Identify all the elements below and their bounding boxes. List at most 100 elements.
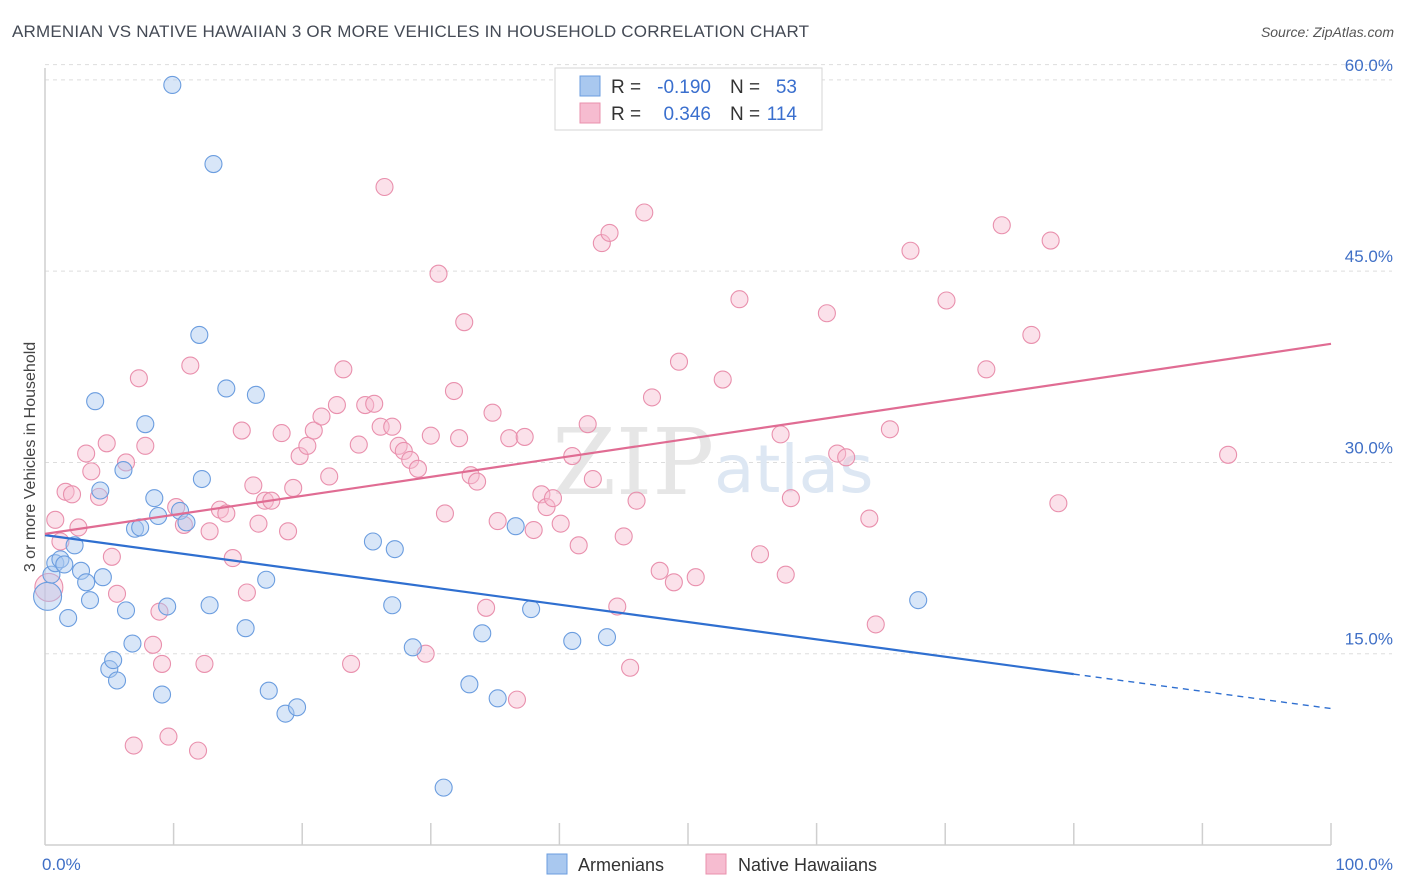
legend-r-value-0: -0.190 xyxy=(657,77,711,98)
native-hawaiians-point xyxy=(102,547,121,566)
native-hawaiians-point xyxy=(977,360,996,379)
native-hawaiians-point xyxy=(174,515,193,534)
armenians-point xyxy=(473,624,492,643)
armenians-point xyxy=(403,638,422,657)
native-hawaiians-points xyxy=(34,177,1238,760)
native-hawaiians-point xyxy=(62,485,82,504)
armenians-point xyxy=(33,581,63,611)
armenians-point xyxy=(563,631,582,651)
native-hawaiians-point xyxy=(375,177,394,197)
trend-lines xyxy=(44,342,1332,710)
native-hawaiians-point xyxy=(1041,231,1060,250)
legend-swatch-armenians xyxy=(579,75,601,97)
bottom-legend-swatch-armenians xyxy=(546,853,568,875)
native-hawaiians-point xyxy=(34,572,64,602)
armenians-point xyxy=(65,536,84,555)
native-hawaiians-point xyxy=(124,736,143,755)
armenians-points xyxy=(33,75,928,797)
native-hawaiians-point xyxy=(298,436,317,455)
native-hawaiians-point xyxy=(249,514,268,533)
native-hawaiians-point xyxy=(334,360,353,379)
native-hawaiians-point xyxy=(450,429,469,448)
armenians-point xyxy=(200,596,219,615)
native-hawaiians-point xyxy=(880,420,899,439)
armenians-point xyxy=(236,619,255,638)
watermark-atlas: atlas xyxy=(714,431,874,508)
native-hawaiians-point xyxy=(82,462,101,481)
armenians-point xyxy=(204,154,223,174)
native-hawaiians-point xyxy=(537,498,556,517)
watermark-zip: ZIP xyxy=(552,409,714,516)
y-tick-label: 45.0% xyxy=(1345,247,1393,266)
native-hawaiians-point xyxy=(860,509,879,528)
native-hawaiians-point xyxy=(217,504,236,523)
armenians-point xyxy=(385,540,404,559)
armenians-point xyxy=(522,600,541,619)
armenians-trend-line-extension xyxy=(1073,673,1332,710)
armenians-point xyxy=(123,634,142,653)
native-hawaiians-point xyxy=(1219,445,1238,464)
native-hawaiians-point xyxy=(837,448,856,467)
native-hawaiians-point xyxy=(272,424,291,443)
bottom-legend-swatch-native-hawaiians xyxy=(705,853,727,875)
native-hawaiians-point xyxy=(312,407,331,426)
native-hawaiians-point xyxy=(524,520,543,540)
native-hawaiians-point xyxy=(500,429,519,448)
native-hawaiians-point xyxy=(143,635,163,654)
native-hawaiians-point xyxy=(129,369,148,388)
native-hawaiians-point xyxy=(621,658,640,677)
armenians-point xyxy=(136,415,155,434)
watermark: ZIP atlas xyxy=(552,409,874,516)
armenians-point xyxy=(158,597,177,616)
bottom-legend-label-armenians: Armenians xyxy=(578,855,664,875)
armenians-point xyxy=(107,671,127,690)
legend-swatch-native-hawaiians xyxy=(579,102,601,124)
native-hawaiians-point xyxy=(507,690,527,709)
grid-lines xyxy=(45,64,1392,655)
native-hawaiians-point xyxy=(627,491,646,510)
native-hawaiians-point xyxy=(937,291,956,310)
armenians-point xyxy=(114,461,133,480)
armenians-point xyxy=(80,591,100,610)
native-hawaiians-point xyxy=(1022,325,1041,344)
armenians-point xyxy=(55,555,74,574)
legend-r-value-1: 0.346 xyxy=(663,104,711,125)
native-hawaiians-point xyxy=(901,241,920,260)
x-tick-label-max: 100.0% xyxy=(1335,855,1393,874)
native-hawaiians-point xyxy=(569,536,588,555)
armenians-point xyxy=(434,778,453,797)
armenians-point xyxy=(259,681,278,700)
armenians-point xyxy=(152,685,172,704)
armenians-point xyxy=(91,481,110,500)
native-hawaiians-point xyxy=(89,487,109,506)
native-hawaiians-point xyxy=(195,654,214,673)
armenians-point xyxy=(288,698,307,717)
armenians-point xyxy=(77,573,96,592)
native-hawaiians-point xyxy=(244,476,263,495)
x-tick-label-min: 0.0% xyxy=(42,855,81,874)
native-hawaiians-point xyxy=(394,441,413,461)
armenians-point xyxy=(190,325,209,344)
series-legend: Armenians Native Hawaiians xyxy=(546,853,877,875)
native-hawaiians-point xyxy=(600,223,619,242)
native-hawaiians-point xyxy=(477,598,496,617)
native-hawaiians-point xyxy=(614,527,633,546)
native-hawaiians-point xyxy=(635,203,654,222)
native-hawaiians-point xyxy=(389,436,408,455)
native-hawaiians-point xyxy=(583,469,602,489)
native-hawaiians-point xyxy=(188,741,208,760)
native-hawaiians-point xyxy=(232,421,251,440)
source-label: Source: ZipAtlas.com xyxy=(1260,24,1394,40)
armenians-point xyxy=(383,596,402,615)
native-hawaiians-point xyxy=(46,510,65,529)
correlation-legend: R = -0.190 N = 53 R = 0.346 N = 114 xyxy=(554,67,823,131)
native-hawaiians-point xyxy=(776,565,795,584)
native-hawaiians-point xyxy=(455,313,474,332)
native-hawaiians-point xyxy=(304,421,323,440)
native-hawaiians-point xyxy=(421,426,440,445)
armenians-point xyxy=(163,75,182,95)
native-hawaiians-point xyxy=(320,467,339,486)
armenians-point xyxy=(104,651,123,670)
native-hawaiians-point xyxy=(159,727,178,746)
